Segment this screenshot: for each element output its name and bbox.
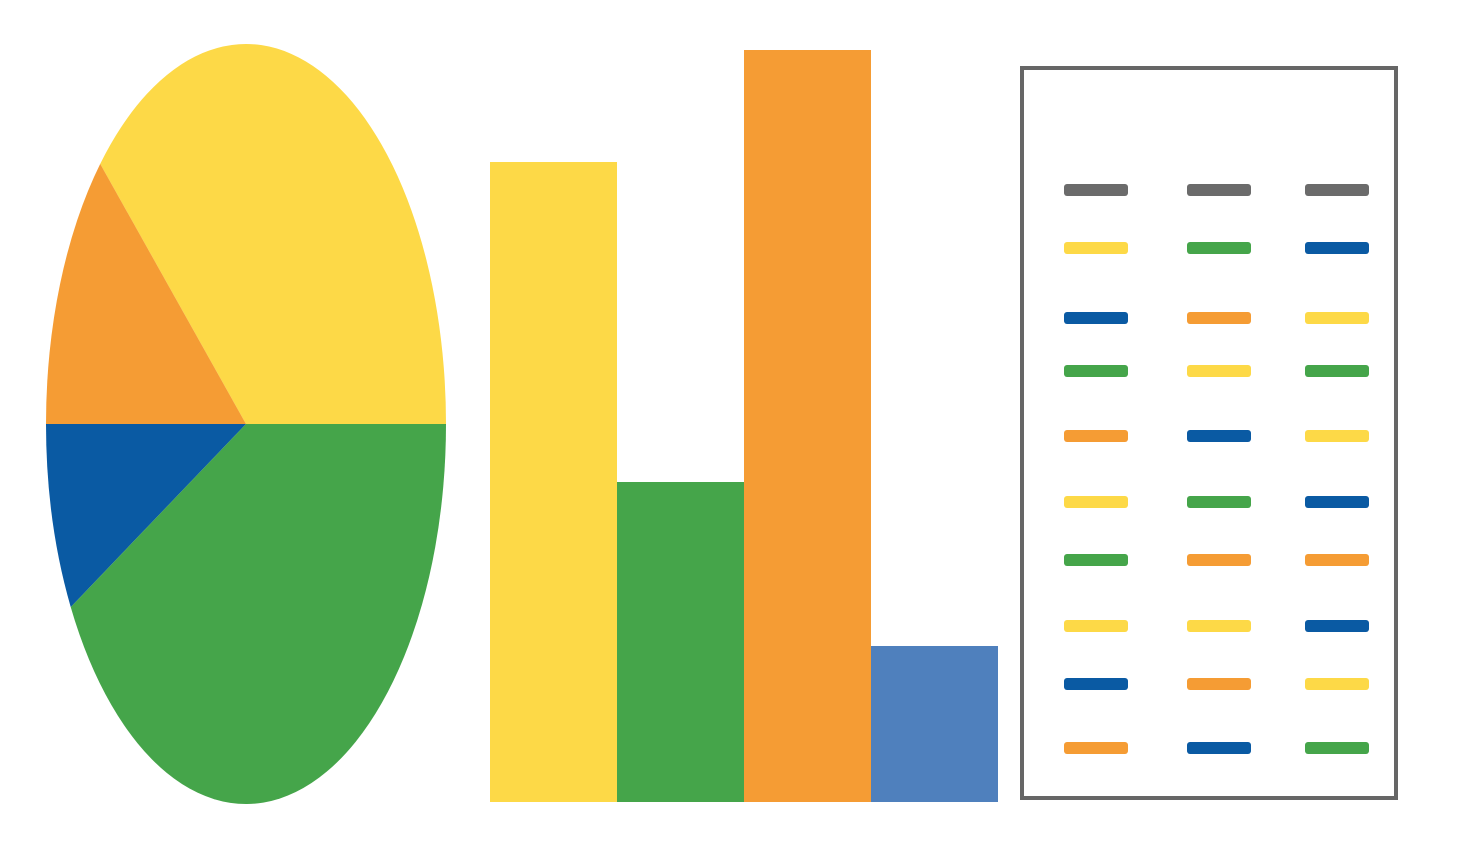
dash-swatch [1064, 365, 1128, 377]
dash-swatch [1187, 242, 1251, 254]
dash-swatch [1064, 554, 1128, 566]
dash-swatch [1187, 312, 1251, 324]
dash-swatch [1064, 242, 1128, 254]
dash-swatch [1305, 678, 1369, 690]
pie-slice [70, 424, 447, 804]
dash-swatch [1064, 742, 1128, 754]
dash-swatch [1187, 678, 1251, 690]
dash-swatch [1064, 430, 1128, 442]
pie-slice [100, 44, 447, 424]
dash-swatch [1187, 184, 1251, 196]
dash-swatch [1064, 496, 1128, 508]
bar [744, 50, 871, 802]
dash-swatch [1064, 184, 1128, 196]
dash-swatch [1187, 620, 1251, 632]
dash-swatch [1305, 312, 1369, 324]
bar [490, 162, 617, 802]
dash-swatch [1187, 496, 1251, 508]
dash-swatch [1187, 430, 1251, 442]
dash-table [1020, 66, 1398, 800]
dash-swatch [1305, 430, 1369, 442]
dash-swatch [1305, 365, 1369, 377]
dash-swatch [1187, 742, 1251, 754]
pie-chart [46, 44, 447, 804]
dash-swatch [1305, 554, 1369, 566]
dash-swatch [1064, 312, 1128, 324]
dash-swatch [1305, 620, 1369, 632]
bar-chart [490, 50, 998, 802]
dash-swatch [1064, 620, 1128, 632]
dash-swatch [1187, 365, 1251, 377]
dash-swatch [1187, 554, 1251, 566]
dash-swatch [1305, 496, 1369, 508]
bar [871, 646, 998, 802]
table-frame [1020, 66, 1398, 800]
dash-swatch [1305, 242, 1369, 254]
dash-swatch [1064, 678, 1128, 690]
bar [617, 482, 744, 802]
dash-swatch [1305, 184, 1369, 196]
pie-slice [46, 424, 246, 608]
pie-slice [46, 163, 246, 424]
dash-swatch [1305, 742, 1369, 754]
